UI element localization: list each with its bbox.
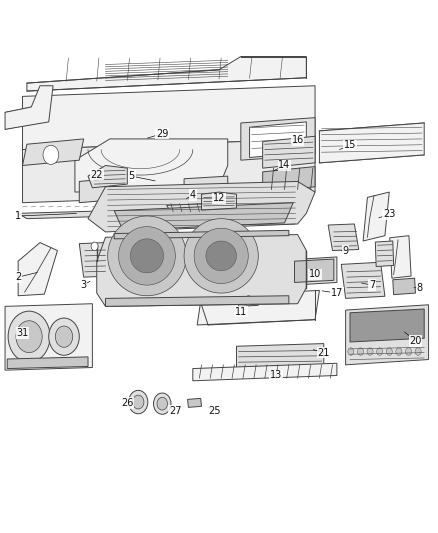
Polygon shape <box>193 364 337 381</box>
Text: 25: 25 <box>208 406 221 416</box>
Polygon shape <box>319 123 424 163</box>
Text: 7: 7 <box>369 280 375 290</box>
Circle shape <box>357 348 364 356</box>
Polygon shape <box>79 179 110 203</box>
Polygon shape <box>114 230 289 239</box>
Polygon shape <box>197 290 319 325</box>
Polygon shape <box>88 165 127 188</box>
Polygon shape <box>97 235 306 306</box>
Circle shape <box>55 326 73 348</box>
Polygon shape <box>22 86 315 150</box>
Circle shape <box>396 348 402 356</box>
Text: 27: 27 <box>169 406 182 416</box>
Polygon shape <box>363 192 389 241</box>
Polygon shape <box>187 398 201 407</box>
Polygon shape <box>18 243 57 296</box>
Polygon shape <box>7 357 88 368</box>
Text: 15: 15 <box>344 140 356 150</box>
Text: 17: 17 <box>331 288 343 298</box>
Polygon shape <box>263 166 315 192</box>
Text: 31: 31 <box>16 328 28 338</box>
Text: 22: 22 <box>91 169 103 180</box>
Polygon shape <box>293 257 337 285</box>
Circle shape <box>367 348 373 356</box>
Text: 4: 4 <box>190 190 196 200</box>
Text: 23: 23 <box>383 209 396 220</box>
Polygon shape <box>119 227 175 285</box>
Text: 26: 26 <box>121 398 134 408</box>
Polygon shape <box>341 262 385 298</box>
Polygon shape <box>393 278 416 295</box>
Polygon shape <box>131 239 163 273</box>
Text: 12: 12 <box>213 193 225 204</box>
Polygon shape <box>239 293 258 306</box>
Text: 2: 2 <box>15 272 21 282</box>
Text: 9: 9 <box>343 246 349 255</box>
Text: 5: 5 <box>128 171 135 181</box>
Circle shape <box>415 348 421 356</box>
Circle shape <box>348 348 354 356</box>
Text: 1: 1 <box>15 211 21 221</box>
Circle shape <box>157 397 167 410</box>
Text: 8: 8 <box>417 283 423 293</box>
Polygon shape <box>375 241 394 266</box>
Text: 20: 20 <box>409 336 422 346</box>
Polygon shape <box>346 305 428 365</box>
Polygon shape <box>88 181 315 232</box>
Circle shape <box>8 311 50 362</box>
Polygon shape <box>5 304 92 370</box>
Polygon shape <box>263 136 315 168</box>
Text: 16: 16 <box>291 135 304 145</box>
Text: 13: 13 <box>270 370 282 381</box>
Circle shape <box>133 395 144 409</box>
Polygon shape <box>206 241 237 271</box>
Polygon shape <box>294 259 334 282</box>
Circle shape <box>91 242 98 251</box>
Circle shape <box>49 318 79 356</box>
Circle shape <box>43 146 59 165</box>
Text: 10: 10 <box>309 270 321 279</box>
Polygon shape <box>75 139 228 192</box>
Polygon shape <box>114 203 293 230</box>
Text: 21: 21 <box>318 348 330 358</box>
Polygon shape <box>250 122 306 158</box>
Circle shape <box>406 348 412 356</box>
Polygon shape <box>390 236 411 278</box>
Text: 11: 11 <box>235 306 247 317</box>
Text: 3: 3 <box>81 280 87 290</box>
Text: 29: 29 <box>156 128 169 139</box>
Circle shape <box>245 296 253 305</box>
Polygon shape <box>22 139 315 203</box>
Circle shape <box>153 393 171 414</box>
Polygon shape <box>166 204 206 212</box>
Text: 14: 14 <box>279 160 291 171</box>
Circle shape <box>377 348 383 356</box>
Polygon shape <box>237 344 324 368</box>
Polygon shape <box>18 205 306 219</box>
Polygon shape <box>184 219 258 293</box>
Polygon shape <box>194 228 248 284</box>
Polygon shape <box>108 216 186 296</box>
Polygon shape <box>241 118 315 160</box>
Polygon shape <box>5 86 53 130</box>
Polygon shape <box>350 309 424 342</box>
Polygon shape <box>27 56 306 91</box>
Polygon shape <box>79 243 110 277</box>
Polygon shape <box>106 296 289 306</box>
Polygon shape <box>201 192 237 210</box>
Circle shape <box>16 321 42 353</box>
Polygon shape <box>22 139 84 165</box>
Polygon shape <box>184 176 228 197</box>
Polygon shape <box>328 224 359 251</box>
Circle shape <box>386 348 392 356</box>
Circle shape <box>129 390 148 414</box>
